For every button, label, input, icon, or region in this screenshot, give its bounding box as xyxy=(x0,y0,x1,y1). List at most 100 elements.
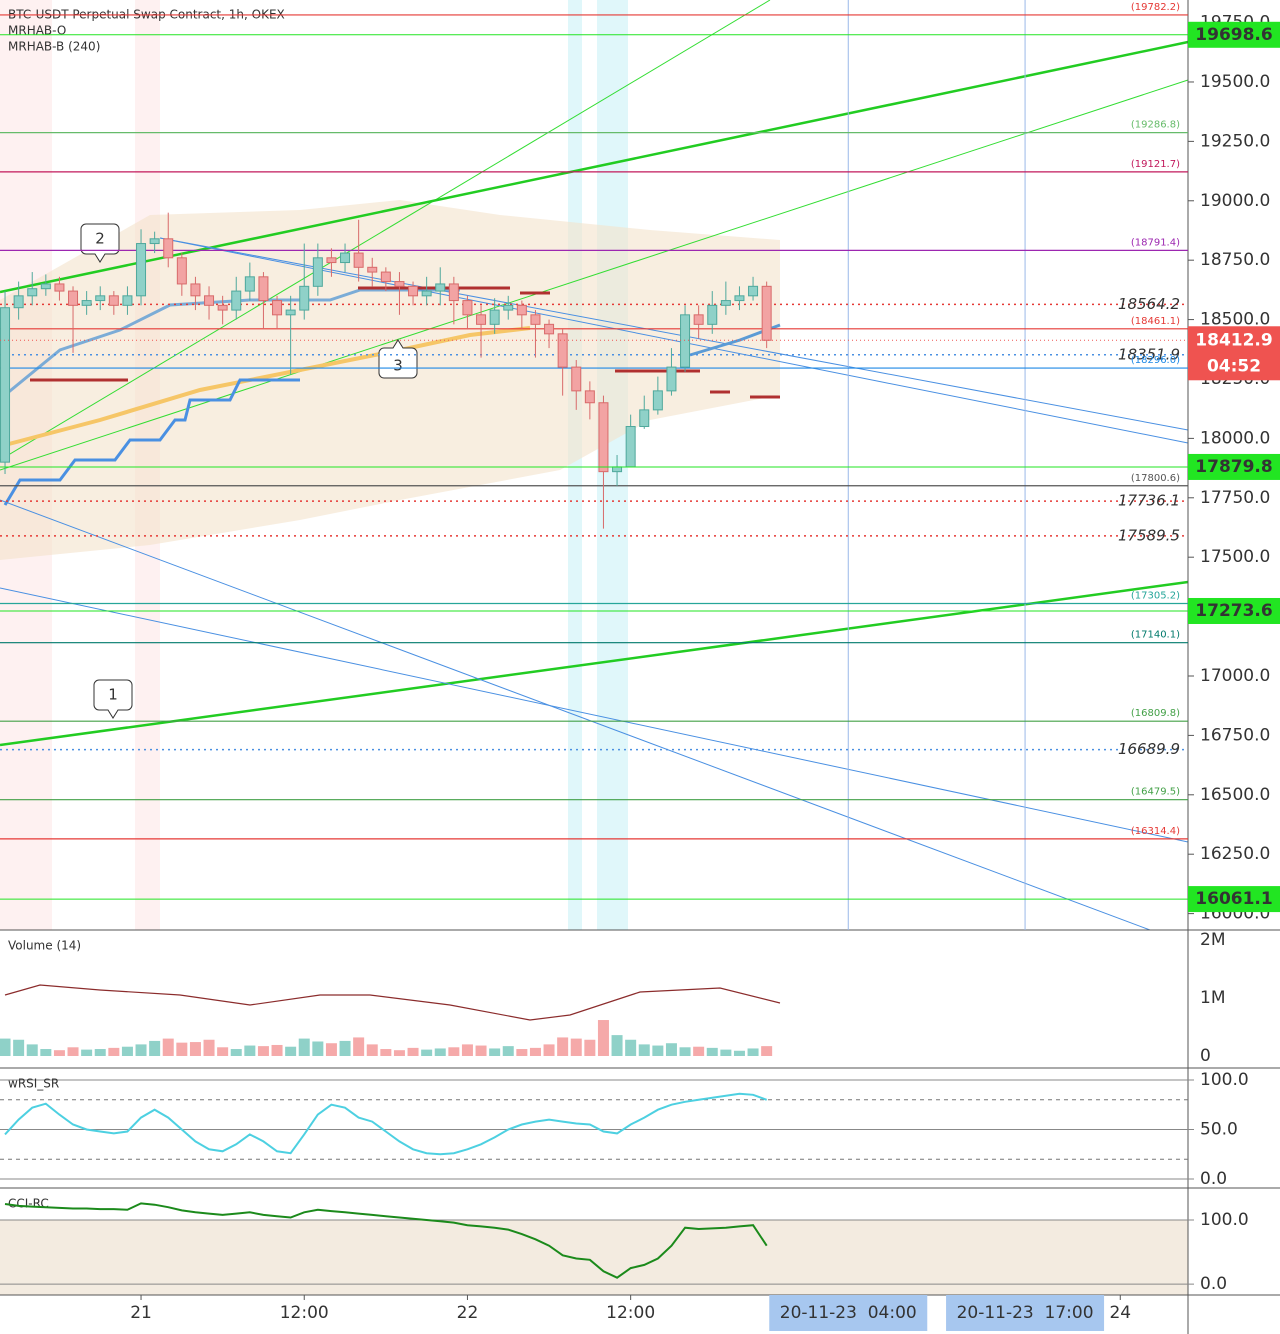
candle-body xyxy=(734,295,745,302)
cursor-label-box xyxy=(946,1295,1105,1331)
candle-body xyxy=(81,300,92,306)
candle-body xyxy=(693,314,704,325)
volume-bar xyxy=(380,1049,392,1056)
volume-bar xyxy=(257,1046,269,1056)
candle-body xyxy=(516,304,527,316)
candle-body xyxy=(299,285,310,311)
volume-bar xyxy=(611,1035,623,1056)
y-tick-label: 17500.0 xyxy=(1200,547,1270,567)
x-tick-label: 21 xyxy=(130,1303,152,1323)
candle-body xyxy=(421,290,432,297)
marker-level-box xyxy=(1188,21,1280,48)
cursor-label-box xyxy=(769,1295,928,1331)
marker-level-label: 17879.8 xyxy=(1195,457,1272,477)
candle-body xyxy=(54,283,65,292)
candle-body xyxy=(95,295,106,302)
volume-bar xyxy=(584,1039,596,1056)
candle-body xyxy=(272,300,283,316)
y-tick-label: 18500.0 xyxy=(1200,310,1270,330)
session-shade xyxy=(568,0,582,930)
candle-body xyxy=(625,426,636,468)
volume-bar xyxy=(149,1040,161,1056)
y-tick-label: 19250.0 xyxy=(1200,131,1270,151)
volume-bar xyxy=(407,1047,419,1056)
volume-bar xyxy=(81,1049,93,1056)
volume-bar xyxy=(679,1047,691,1056)
volume-bar xyxy=(53,1050,65,1056)
candle-body xyxy=(149,238,160,245)
indicator-label: MRHAB-O xyxy=(8,24,66,38)
x-tick-label: 12:00 xyxy=(280,1303,329,1323)
candle-body xyxy=(40,283,51,290)
volume-bar xyxy=(339,1040,351,1056)
candle-body xyxy=(312,257,323,287)
callouts: 1 2 3 xyxy=(80,223,418,719)
volume-bar xyxy=(434,1048,446,1056)
candle-body xyxy=(652,390,663,411)
price-level-label: 17736.1 xyxy=(1118,492,1180,510)
x-tick-label: 22 xyxy=(457,1303,479,1323)
volume-bar xyxy=(475,1045,487,1056)
last-price-label: 18412.9 xyxy=(1195,330,1272,350)
pane-title: wRSI_SR xyxy=(8,1077,59,1091)
price-level-label: (17305.2) xyxy=(1131,590,1180,601)
volume-bar xyxy=(543,1044,555,1056)
step-line xyxy=(3,378,300,506)
candle-body xyxy=(666,366,677,392)
volume-bar xyxy=(638,1044,650,1056)
price-level-label: (16809.8) xyxy=(1131,708,1180,719)
price-level-label: (17140.1) xyxy=(1131,630,1180,641)
y-tick-label: 17000.0 xyxy=(1200,666,1270,686)
volume-bar xyxy=(489,1048,501,1056)
y-tick-label: 19500.0 xyxy=(1200,72,1270,92)
candle-body xyxy=(476,314,487,325)
price-level-label: (16479.5) xyxy=(1131,787,1180,798)
volume-bar xyxy=(189,1042,201,1056)
indicator-line xyxy=(4,1202,768,1279)
price-level-label: (17800.6) xyxy=(1131,473,1180,484)
candle-body xyxy=(571,366,582,392)
volume-average xyxy=(4,984,781,1021)
y-tick-label: 50.0 xyxy=(1200,1119,1238,1139)
candle-body xyxy=(720,300,731,306)
candle-body xyxy=(340,252,351,264)
y-tick-label: 16250.0 xyxy=(1200,844,1270,864)
candle-body xyxy=(761,285,772,341)
indicator-line xyxy=(4,1092,768,1156)
candle-body xyxy=(204,295,215,306)
volume-bar xyxy=(40,1049,52,1056)
candle-body xyxy=(748,285,759,297)
volume-bar xyxy=(285,1046,297,1056)
volume-bar xyxy=(502,1046,514,1056)
trend-line xyxy=(0,499,1151,931)
callout-label: 1 xyxy=(108,686,118,704)
volume-bar xyxy=(244,1045,256,1056)
price-level-label: 16689.9 xyxy=(1118,740,1180,758)
y-tick-label: 100.0 xyxy=(1200,1070,1249,1090)
volume-bar xyxy=(516,1049,528,1056)
y-tick-label: 16750.0 xyxy=(1200,725,1270,745)
candle-body xyxy=(639,409,650,428)
marker-level-label: 16061.1 xyxy=(1195,889,1272,909)
volume-bar xyxy=(135,1044,147,1056)
candle-body xyxy=(13,295,24,309)
volume-bar xyxy=(366,1044,378,1056)
volume-bar xyxy=(421,1049,433,1056)
y-tick-label: 16500.0 xyxy=(1200,785,1270,805)
volume-bar xyxy=(108,1047,120,1056)
candle-body xyxy=(108,295,119,306)
candle-body xyxy=(244,276,255,292)
marker-level-label: 19698.6 xyxy=(1195,25,1272,45)
volume-bar xyxy=(162,1038,174,1056)
price-level-label: (18461.1) xyxy=(1131,316,1180,327)
volume-bar xyxy=(706,1047,718,1056)
candle-body xyxy=(163,238,174,259)
callout-box xyxy=(80,223,120,263)
decorations xyxy=(0,0,1189,1295)
candle-body xyxy=(353,252,364,268)
candle-body xyxy=(448,283,459,302)
price-level-label: (16314.4) xyxy=(1131,826,1180,837)
volume-bar xyxy=(529,1047,541,1056)
volume-bar xyxy=(461,1044,473,1056)
